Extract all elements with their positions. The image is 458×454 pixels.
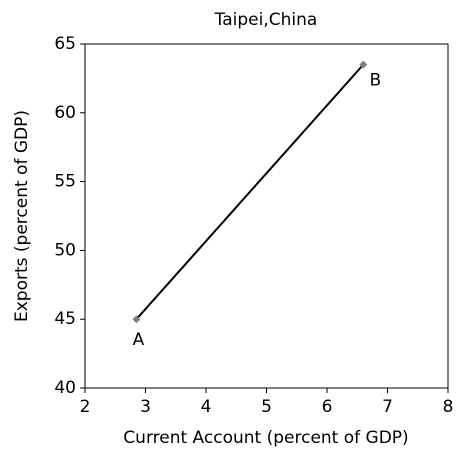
x-tick-label: 8	[443, 397, 454, 417]
y-tick-label: 40	[54, 378, 76, 398]
y-tick-label: 60	[54, 103, 76, 123]
y-tick-label: 65	[54, 34, 76, 54]
y-tick-label: 50	[54, 240, 76, 260]
x-tick-label: 5	[261, 397, 272, 417]
y-axis-label: Exports (percent of GDP)	[12, 110, 32, 322]
data-line	[135, 63, 365, 320]
point-label: B	[369, 71, 381, 91]
chart-title: Taipei,China	[214, 10, 318, 30]
point-marker	[132, 315, 141, 324]
point-marker	[359, 60, 368, 69]
x-tick-label: 6	[322, 397, 333, 417]
x-tick-label: 2	[80, 397, 91, 417]
y-tick-label: 45	[54, 309, 76, 329]
y-tick-label: 55	[54, 172, 76, 192]
x-tick-label: 7	[382, 397, 393, 417]
point-label: A	[133, 330, 145, 350]
x-tick-label: 4	[201, 397, 212, 417]
x-tick-label: 3	[140, 397, 151, 417]
x-axis-label: Current Account (percent of GDP)	[123, 428, 408, 448]
